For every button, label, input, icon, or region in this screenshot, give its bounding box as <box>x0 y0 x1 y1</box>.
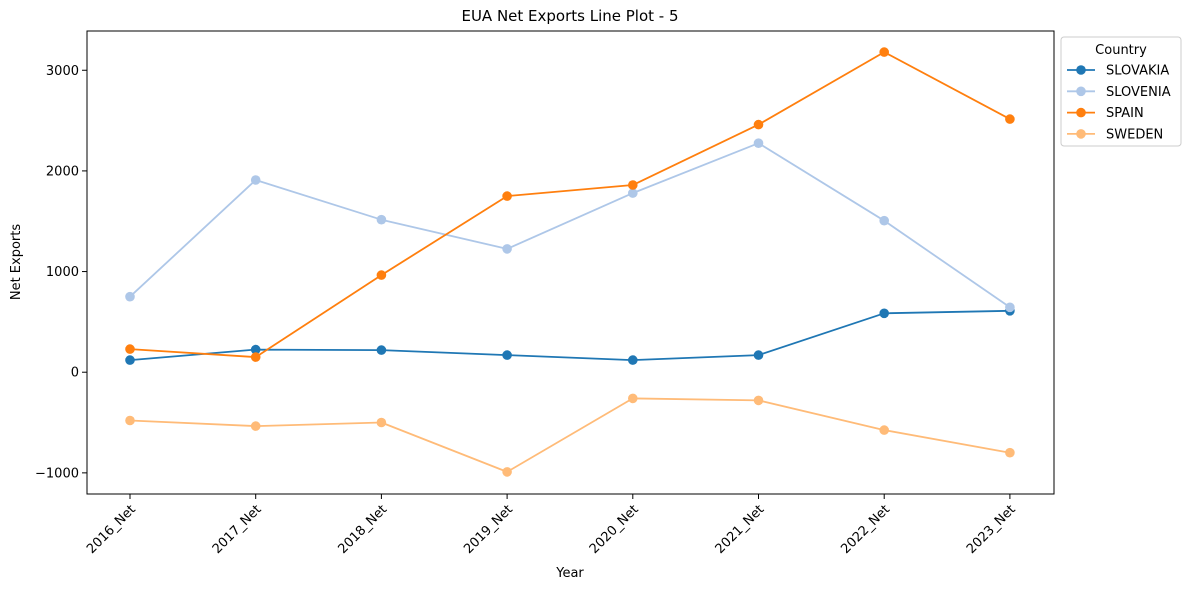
legend-item-sweden: SWEDEN <box>1067 127 1163 142</box>
x-tick-label: 2021_Net <box>713 502 768 557</box>
legend-item-slovenia: SLOVENIA <box>1067 85 1171 100</box>
legend-title: Country <box>1095 43 1147 58</box>
x-axis-label: Year <box>555 566 584 581</box>
data-point-spain-3 <box>502 191 512 201</box>
legend-marker <box>1076 129 1086 139</box>
data-point-spain-0 <box>125 344 135 354</box>
data-point-slovakia-0 <box>125 355 135 365</box>
y-axis: −1000 0 1000 2000 3000 <box>35 64 87 481</box>
data-point-spain-1 <box>250 352 261 362</box>
x-tick-label: 2016_Net <box>84 502 139 557</box>
y-tick-label: 2000 <box>46 164 79 179</box>
legend-label: SLOVAKIA <box>1106 64 1169 79</box>
series-line-slovenia <box>129 142 1011 309</box>
legend: Country SLOVAKIA SLOVENIA SPAIN SWEDEN <box>1060 36 1182 147</box>
data-point-spain-7 <box>1005 114 1015 124</box>
x-tick-label: 2020_Net <box>587 502 642 557</box>
legend-item-slovakia: SLOVAKIA <box>1067 64 1169 79</box>
data-point-sweden-0 <box>125 415 135 426</box>
data-point-sweden-1 <box>250 421 261 431</box>
plot-frame <box>86 30 1055 495</box>
legend-label: SPAIN <box>1106 106 1144 121</box>
data-point-slovakia-1 <box>250 344 261 355</box>
data-point-slovenia-5 <box>753 138 764 148</box>
y-tick-label: −1000 <box>35 466 79 481</box>
y-tick-label: 1000 <box>46 265 79 280</box>
legend-item-spain: SPAIN <box>1067 106 1144 121</box>
series-line-spain <box>129 51 1011 359</box>
data-point-sweden-5 <box>753 395 764 406</box>
y-tick-label: 0 <box>71 366 79 381</box>
legend-marker <box>1076 65 1086 75</box>
data-point-spain-5 <box>753 119 764 130</box>
data-point-slovenia-1 <box>250 175 261 185</box>
data-point-sweden-7 <box>1005 447 1015 458</box>
legend-marker <box>1076 86 1086 97</box>
data-point-slovakia-5 <box>753 350 764 360</box>
x-axis: 2016_Net 2017_Net 2018_Net 2019_Net 2020_Net… <box>84 494 1019 557</box>
series-line-slovakia <box>129 309 1010 362</box>
legend-label: SWEDEN <box>1106 127 1163 142</box>
x-tick-label: 2018_Net <box>335 502 390 557</box>
data-point-sweden-3 <box>502 467 512 477</box>
legend-items: SLOVAKIA SLOVENIA SPAIN SWEDEN <box>1067 64 1171 142</box>
data-point-slovenia-0 <box>125 291 135 302</box>
data-point-sweden-2 <box>376 417 387 428</box>
x-tick-label: 2017_Net <box>210 502 265 557</box>
x-tick-label: 2019_Net <box>461 502 516 557</box>
legend-label: SLOVENIA <box>1106 85 1171 100</box>
data-point-spain-6 <box>879 47 889 57</box>
data-point-slovakia-2 <box>376 345 387 355</box>
data-point-slovakia-6 <box>879 308 889 319</box>
y-tick-label: 3000 <box>46 64 79 79</box>
data-point-spain-4 <box>628 180 638 190</box>
series-line-sweden <box>129 397 1011 473</box>
data-point-slovenia-7 <box>1005 302 1015 313</box>
legend-box <box>1060 36 1182 147</box>
chart-title: EUA Net Exports Line Plot - 5 <box>461 7 678 25</box>
data-point-slovenia-2 <box>376 214 387 225</box>
data-point-sweden-4 <box>628 393 638 404</box>
data-point-slovenia-3 <box>502 244 512 254</box>
data-point-spain-2 <box>376 270 387 280</box>
y-axis-label: Net Exports <box>9 224 24 301</box>
data-point-slovenia-6 <box>879 215 889 226</box>
x-tick-label: 2023_Net <box>964 502 1019 557</box>
data-point-sweden-6 <box>879 425 889 435</box>
plot-area <box>86 30 1055 495</box>
data-point-slovakia-4 <box>628 355 638 365</box>
x-tick-label: 2022_Net <box>838 502 893 557</box>
data-point-slovakia-3 <box>502 350 512 360</box>
data-point-slovenia-4 <box>628 188 638 198</box>
legend-marker <box>1076 107 1086 118</box>
